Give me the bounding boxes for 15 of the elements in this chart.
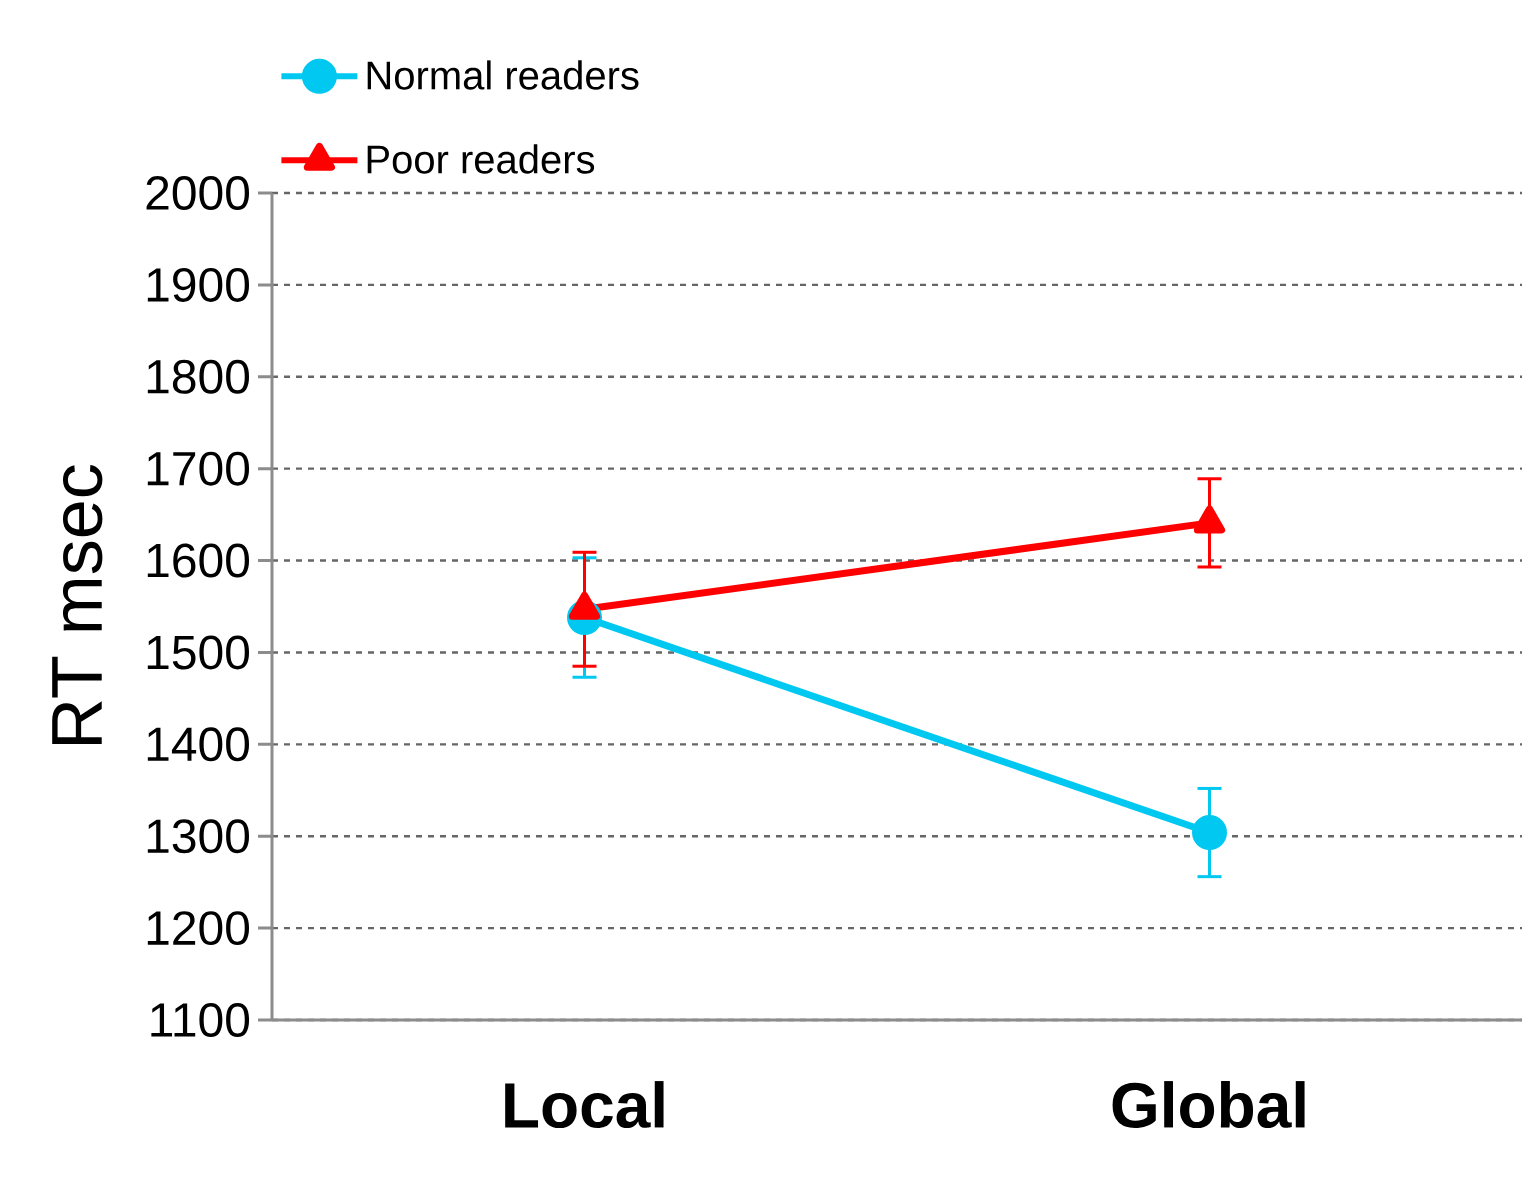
y-tick-label: 1500 [147,635,250,670]
legend-label: Normal readers [367,60,639,90]
y-tick-label: 1900 [147,267,250,302]
y-axis-title: RT msec [52,465,103,744]
y-tick-label: 1200 [147,911,250,946]
y-tick-label: 1100 [151,1003,250,1037]
legend-label: Poor readers [367,144,595,174]
x-tick-label: Global [1112,1081,1305,1129]
y-tick-label: 1800 [147,359,250,394]
x-tick-label: Local [505,1081,664,1129]
y-tick-label: 1700 [147,451,250,486]
y-tick-label: 1400 [147,727,250,762]
y-tick-label: 1600 [147,543,250,578]
y-tick-label: 2000 [146,176,250,210]
y-tick-label: 1300 [147,819,250,854]
